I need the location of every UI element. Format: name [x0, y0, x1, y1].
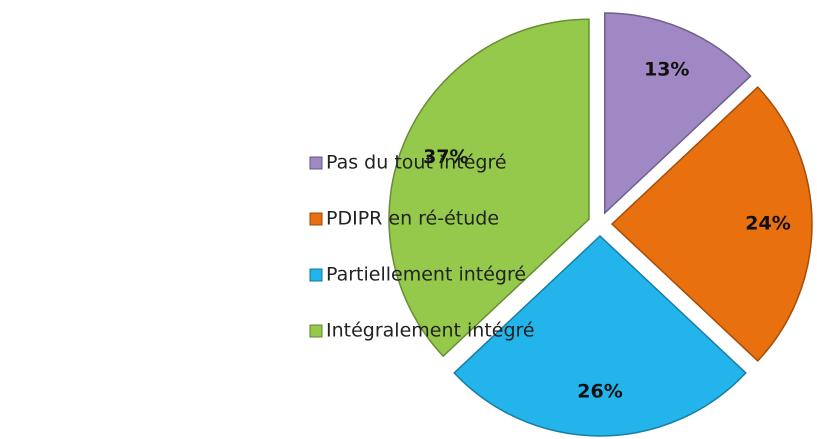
pie-slice — [453, 234, 747, 437]
pie-slice — [610, 86, 813, 362]
pie-slice — [388, 18, 590, 358]
legend-swatch — [309, 268, 323, 282]
legend-text: PDIPR en ré-étude — [326, 208, 499, 230]
legend-swatch — [309, 156, 323, 170]
slice-label: 26% — [577, 381, 622, 403]
legend-swatch — [309, 212, 323, 226]
legend-text: Pas du tout intégré — [326, 152, 507, 174]
legend-swatch — [309, 324, 323, 338]
legend-text: Intégralement intégré — [326, 320, 535, 342]
pie-slice — [604, 12, 752, 215]
slice-label: 24% — [745, 213, 790, 235]
slice-label: 37% — [423, 146, 468, 168]
legend-text: Partiellement intégré — [326, 264, 526, 286]
slice-label: 13% — [644, 58, 689, 80]
